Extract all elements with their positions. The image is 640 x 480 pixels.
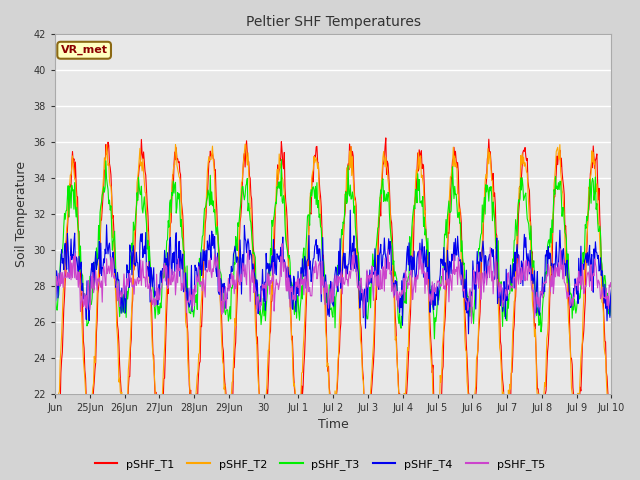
pSHF_T4 bbox=[268, 264, 275, 270]
pSHF_T1 bbox=[423, 256, 431, 262]
pSHF_T1 bbox=[51, 432, 59, 438]
pSHF_T2 bbox=[116, 390, 124, 396]
pSHF_T5 bbox=[219, 285, 227, 290]
pSHF_T4 bbox=[219, 281, 227, 287]
pSHF_T2 bbox=[247, 205, 255, 211]
pSHF_T4 bbox=[422, 247, 430, 253]
Line: pSHF_T1: pSHF_T1 bbox=[55, 138, 611, 450]
pSHF_T5 bbox=[116, 288, 124, 294]
pSHF_T1 bbox=[220, 348, 227, 354]
Line: pSHF_T5: pSHF_T5 bbox=[55, 244, 611, 324]
pSHF_T3 bbox=[246, 217, 254, 223]
pSHF_T5 bbox=[422, 281, 430, 287]
pSHF_T3 bbox=[607, 290, 615, 296]
pSHF_T3 bbox=[268, 252, 275, 258]
pSHF_T5 bbox=[468, 321, 476, 326]
pSHF_T2 bbox=[422, 238, 430, 244]
pSHF_T4 bbox=[51, 299, 59, 304]
Title: Peltier SHF Temperatures: Peltier SHF Temperatures bbox=[246, 15, 420, 29]
pSHF_T5 bbox=[607, 285, 615, 291]
X-axis label: Time: Time bbox=[318, 419, 349, 432]
pSHF_T3 bbox=[278, 156, 285, 162]
pSHF_T1 bbox=[247, 192, 255, 198]
pSHF_T2 bbox=[241, 141, 249, 147]
pSHF_T3 bbox=[392, 269, 399, 275]
pSHF_T2 bbox=[392, 337, 399, 343]
pSHF_T5 bbox=[392, 281, 399, 287]
Line: pSHF_T2: pSHF_T2 bbox=[55, 144, 611, 439]
pSHF_T2 bbox=[268, 291, 276, 297]
pSHF_T1 bbox=[268, 298, 276, 304]
pSHF_T5 bbox=[51, 291, 59, 297]
pSHF_T1 bbox=[382, 135, 390, 141]
Line: pSHF_T3: pSHF_T3 bbox=[55, 159, 611, 339]
pSHF_T3 bbox=[116, 299, 124, 305]
pSHF_T2 bbox=[607, 403, 615, 409]
pSHF_T3 bbox=[51, 311, 59, 317]
pSHF_T5 bbox=[246, 299, 254, 304]
pSHF_T3 bbox=[431, 336, 438, 342]
pSHF_T1 bbox=[52, 447, 60, 453]
pSHF_T1 bbox=[392, 324, 400, 330]
pSHF_T2 bbox=[219, 359, 227, 365]
pSHF_T3 bbox=[422, 237, 430, 243]
pSHF_T4 bbox=[246, 248, 254, 253]
pSHF_T4 bbox=[116, 295, 124, 300]
pSHF_T1 bbox=[117, 386, 125, 392]
pSHF_T5 bbox=[268, 280, 275, 286]
pSHF_T2 bbox=[51, 436, 59, 442]
Line: pSHF_T4: pSHF_T4 bbox=[55, 210, 611, 334]
pSHF_T4 bbox=[392, 278, 399, 284]
Text: VR_met: VR_met bbox=[61, 45, 108, 55]
pSHF_T1 bbox=[607, 418, 615, 424]
Legend: pSHF_T1, pSHF_T2, pSHF_T3, pSHF_T4, pSHF_T5: pSHF_T1, pSHF_T2, pSHF_T3, pSHF_T4, pSHF… bbox=[90, 455, 550, 474]
pSHF_T3 bbox=[219, 281, 227, 287]
pSHF_T4 bbox=[607, 287, 615, 292]
pSHF_T5 bbox=[278, 241, 286, 247]
Y-axis label: Soil Temperature: Soil Temperature bbox=[15, 161, 28, 267]
pSHF_T4 bbox=[465, 331, 472, 336]
pSHF_T4 bbox=[346, 207, 354, 213]
